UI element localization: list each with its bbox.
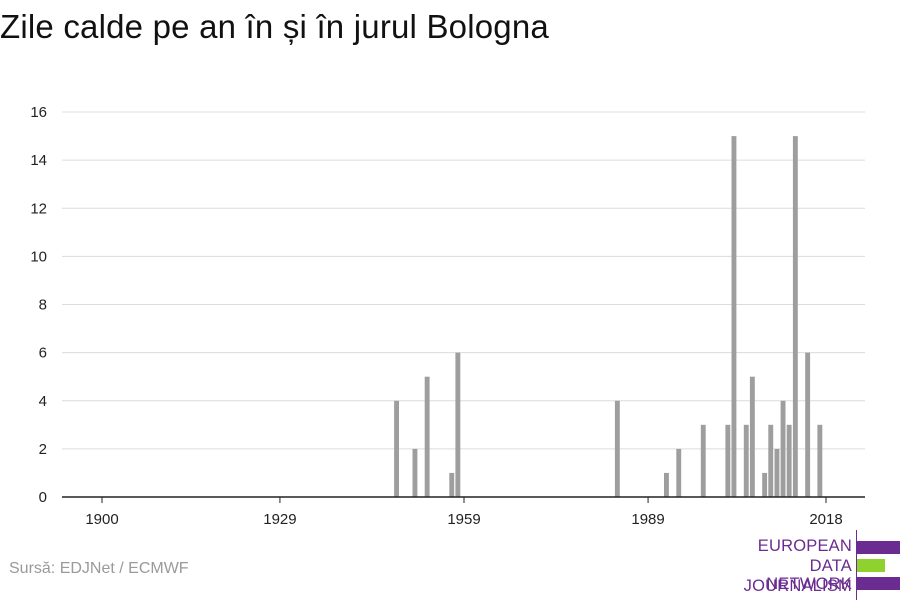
x-tick-label: 1959: [447, 511, 480, 528]
edjnet-logo: EUROPEAN DATA JOURNALISM NETWORK: [700, 528, 900, 600]
bar: [786, 424, 792, 497]
bar: [614, 400, 620, 498]
bar: [731, 136, 737, 497]
logo-bar-purple-bottom: [857, 577, 900, 590]
logo-divider: [856, 530, 857, 600]
y-tick-label: 6: [39, 345, 47, 362]
bar: [412, 448, 418, 497]
y-tick-label: 8: [39, 297, 47, 314]
x-tick-label: 1989: [631, 511, 664, 528]
bar: [424, 376, 430, 497]
bar: [749, 376, 755, 497]
bar: [768, 424, 774, 497]
bar: [774, 448, 780, 497]
y-tick-label: 0: [39, 489, 47, 506]
bar: [394, 400, 399, 498]
logo-bar-purple-top: [857, 541, 900, 554]
y-tick-label: 2: [39, 441, 47, 458]
bar: [762, 472, 768, 497]
bar: [449, 472, 455, 497]
bars: [394, 136, 823, 498]
bar: [725, 424, 731, 497]
gridlines: [62, 111, 865, 450]
y-tick-label: 10: [30, 248, 47, 265]
bar: [455, 352, 461, 497]
bar: [805, 352, 811, 497]
x-tick-label: 2018: [809, 511, 842, 528]
y-tick-label: 12: [30, 200, 47, 217]
y-tick-label: 14: [30, 152, 47, 169]
logo-line-3: NETWORK: [766, 575, 852, 593]
bar: [700, 424, 706, 497]
axes: 0 2 4 6 8 10 12 14 16 1900 1929 1959 1989 2018: [30, 104, 865, 528]
bar: [792, 136, 798, 497]
bar: [743, 424, 749, 497]
logo-line-1: EUROPEAN: [757, 537, 852, 555]
source-note: Sursă: EDJNet / ECMWF: [9, 560, 189, 577]
y-tick-label: 16: [30, 104, 47, 121]
chart-title: Zile calde pe an în și în jurul Bologna: [0, 8, 549, 45]
bar: [780, 400, 786, 498]
x-tick-label: 1929: [263, 511, 296, 528]
logo-line-2: DATA JOURNALISM: [743, 557, 852, 595]
logo-bar-green: [857, 559, 885, 572]
bar: [664, 472, 669, 497]
bar: [817, 424, 823, 497]
x-tick-label: 1900: [85, 511, 118, 528]
bar: [676, 448, 682, 497]
y-tick-label: 4: [39, 393, 47, 410]
